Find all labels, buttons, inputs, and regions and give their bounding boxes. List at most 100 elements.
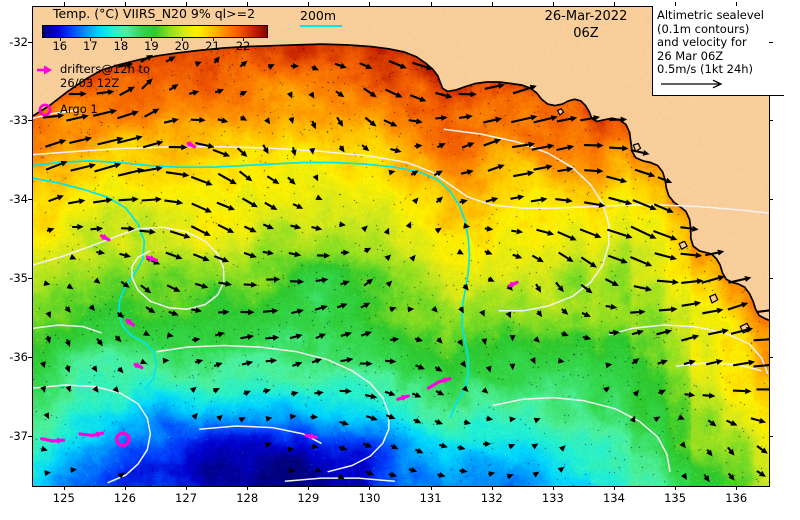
date-label: 26-Mar-2022 06Z — [516, 8, 656, 42]
velocity-vector — [217, 223, 229, 232]
velocity-vector-head — [212, 388, 220, 394]
velocity-vector-head — [70, 467, 78, 473]
velocity-vector-head — [205, 180, 213, 186]
velocity-vector-head — [144, 286, 152, 294]
velocity-vector-head — [584, 334, 592, 341]
colorbar-tick-label: 20 — [174, 39, 190, 53]
velocity-vector — [512, 143, 529, 149]
velocity-vector — [140, 57, 148, 63]
velocity-vector — [606, 175, 622, 182]
velocity-vector-head — [557, 357, 565, 364]
velocity-vector-head — [117, 472, 125, 479]
velocity-vector-head — [249, 252, 257, 259]
velocity-vector-head — [175, 253, 183, 260]
velocity-vector-head — [528, 141, 536, 148]
sealevel-contour — [492, 396, 671, 472]
velocity-vector-head — [416, 143, 423, 149]
y-axis-tick-label: -37 — [9, 429, 28, 444]
velocity-vector — [315, 279, 323, 283]
velocity-vector-head — [245, 175, 253, 182]
velocity-vector-head — [605, 362, 613, 369]
velocity-vector — [606, 228, 627, 237]
velocity-vector — [363, 249, 367, 253]
velocity-vector — [117, 136, 137, 144]
velocity-vector-head — [529, 84, 537, 91]
velocity-vector — [654, 252, 672, 259]
velocity-vector — [658, 308, 672, 312]
velocity-vector-head — [249, 226, 257, 233]
velocity-vector-head — [250, 201, 258, 208]
velocity-vector-head — [183, 233, 191, 239]
velocity-vector-head — [533, 336, 540, 343]
velocity-vector — [414, 448, 419, 452]
velocity-vector — [730, 328, 748, 335]
velocity-vector-head — [728, 473, 735, 481]
velocity-vector — [140, 284, 147, 291]
velocity-vector — [708, 330, 723, 336]
velocity-vector-head — [505, 311, 512, 319]
velocity-vector-head — [156, 165, 163, 172]
velocity-vector-head — [215, 362, 223, 368]
velocity-vector-head — [670, 234, 678, 241]
sealevel-contour — [199, 425, 322, 445]
drifter-arrow-head — [187, 140, 195, 147]
drifter-tracks — [40, 140, 519, 444]
velocity-vector-head — [481, 387, 489, 394]
velocity-vector — [726, 419, 732, 424]
velocity-vector — [556, 117, 572, 123]
velocity-vector — [434, 366, 438, 370]
velocity-vector-head — [666, 207, 674, 213]
sealevel-contour — [33, 226, 225, 310]
velocity-vector-head — [146, 78, 153, 85]
y-axis-tick-mark — [28, 41, 32, 43]
velocity-vector — [262, 250, 268, 254]
velocity-vector-head — [96, 339, 103, 347]
velocity-vector-head — [267, 64, 275, 70]
velocity-vector-head — [369, 91, 377, 98]
velocity-vector — [511, 116, 532, 124]
velocity-vector — [311, 120, 315, 124]
velocity-vector — [289, 335, 297, 340]
velocity-vector-head — [162, 357, 170, 364]
velocity-vector-head — [625, 233, 633, 239]
velocity-vector-head — [88, 304, 96, 311]
velocity-vector-head — [679, 441, 686, 449]
velocity-vector-head — [388, 390, 396, 397]
velocity-vector — [388, 60, 402, 67]
velocity-vector-head — [152, 108, 160, 115]
velocity-vector-head — [390, 121, 398, 127]
velocity-vector-head — [105, 197, 113, 204]
velocity-vector-head — [467, 142, 475, 148]
velocity-vector — [117, 169, 139, 177]
velocity-vector-head — [339, 63, 347, 69]
velocity-vector — [605, 304, 611, 308]
velocity-vector-head — [240, 60, 248, 67]
velocity-vector-head — [691, 225, 699, 232]
velocity-vector-head — [415, 118, 423, 125]
velocity-vector — [194, 282, 203, 287]
velocity-vector-head — [479, 309, 485, 317]
velocity-vector — [93, 199, 107, 204]
velocity-vector-head — [181, 144, 188, 151]
y-axis-tick-mark — [28, 278, 32, 280]
velocity-vector-head — [315, 194, 323, 200]
velocity-vector-head — [149, 228, 156, 235]
velocity-vector-head — [695, 252, 703, 259]
velocity-vector-head — [342, 420, 349, 426]
velocity-vector-head — [488, 471, 496, 477]
velocity-vector-head — [744, 276, 752, 282]
velocity-vector-head — [343, 249, 350, 256]
drifter-arrow-head — [134, 362, 142, 368]
velocity-vector — [96, 91, 109, 95]
velocity-vector — [339, 420, 344, 424]
velocity-vector — [756, 445, 764, 451]
map-plot-area[interactable] — [32, 6, 770, 487]
velocity-vector-head — [124, 252, 131, 259]
velocity-vector-head — [436, 196, 444, 203]
velocity-vector — [334, 62, 342, 67]
velocity-vector — [512, 253, 517, 257]
velocity-vector-head — [288, 117, 295, 125]
island-outline — [708, 293, 719, 304]
velocity-vector — [70, 164, 90, 172]
velocity-vector — [340, 333, 347, 338]
